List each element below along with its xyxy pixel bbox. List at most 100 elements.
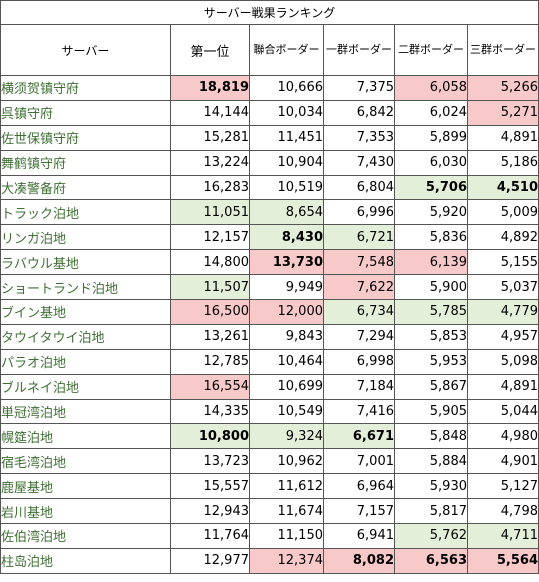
- server-name-cell: リンガ泊地: [0, 224, 171, 251]
- group3-border-cell: 5,009: [467, 199, 539, 226]
- group3-border-cell: 4,957: [467, 323, 539, 350]
- server-name-cell: 幌筵泊地: [0, 423, 171, 450]
- table-row: 呉镇守府 14,144 10,034 6,842 6,024 5,271: [0, 99, 539, 126]
- group2-border-cell: 5,930: [394, 473, 468, 500]
- table-row: 宿毛湾泊地 13,723 10,962 7,001 5,884 4,901: [0, 448, 539, 475]
- table-row: ブルネイ泊地 16,554 10,699 7,184 5,867 4,891: [0, 373, 539, 400]
- server-name-cell: 宿毛湾泊地: [0, 448, 171, 475]
- table-row: ショートランド泊地 11,507 9,949 7,622 5,900 5,037: [0, 274, 539, 301]
- combined-border-cell: 10,904: [249, 149, 324, 176]
- combined-border-cell: 8,430: [249, 224, 324, 251]
- table-row: パラオ泊地 12,785 10,464 6,998 5,953 5,098: [0, 348, 539, 375]
- combined-border-cell: 10,699: [249, 373, 324, 400]
- group2-border-cell: 6,139: [394, 249, 468, 276]
- server-name-cell: トラック泊地: [0, 199, 171, 226]
- group3-border-cell: 5,266: [467, 75, 539, 101]
- group3-border-cell: 4,892: [467, 224, 539, 251]
- group2-border-cell: 5,762: [394, 523, 468, 549]
- group1-border-cell: 7,430: [323, 149, 395, 176]
- group1-border-cell: 6,671: [323, 423, 395, 450]
- group1-border-cell: 7,184: [323, 373, 395, 400]
- first-place-cell: 12,157: [170, 224, 250, 251]
- group1-border-cell: 7,294: [323, 323, 395, 350]
- combined-border-cell: 13,730: [249, 249, 324, 276]
- group2-border-cell: 6,030: [394, 149, 468, 176]
- group3-border-cell: 5,564: [467, 547, 539, 574]
- table-row: トラック泊地 11,051 8,654 6,996 5,920 5,009: [0, 199, 539, 226]
- group1-border-cell: 7,353: [323, 124, 395, 151]
- first-place-cell: 11,764: [170, 523, 250, 549]
- first-place-cell: 16,283: [170, 174, 250, 201]
- first-place-cell: 14,144: [170, 99, 250, 126]
- group2-border-cell: 5,953: [394, 348, 468, 375]
- group3-border-cell: 5,271: [467, 99, 539, 126]
- first-place-cell: 11,507: [170, 274, 250, 301]
- table-row: 柱岛泊地 12,977 12,374 8,082 6,563 5,564: [0, 547, 539, 574]
- group2-border-cell: 5,899: [394, 124, 468, 151]
- group3-border-cell: 5,044: [467, 398, 539, 425]
- server-name-cell: 呉镇守府: [0, 99, 171, 126]
- combined-border-cell: 12,000: [249, 299, 324, 325]
- server-name-cell: 佐伯湾泊地: [0, 523, 171, 549]
- group3-border-cell: 5,155: [467, 249, 539, 276]
- group3-border-cell: 5,037: [467, 274, 539, 301]
- table-row: 幌筵泊地 10,800 9,324 6,671 5,848 4,980: [0, 423, 539, 450]
- group1-border-cell: 7,416: [323, 398, 395, 425]
- group2-border-cell: 5,848: [394, 423, 468, 450]
- group1-border-cell: 6,842: [323, 99, 395, 126]
- group2-border-cell: 5,836: [394, 224, 468, 251]
- server-name-cell: ブルネイ泊地: [0, 373, 171, 400]
- table-row: 舞鹤镇守府 13,224 10,904 7,430 6,030 5,186: [0, 149, 539, 176]
- combined-border-cell: 11,674: [249, 498, 324, 525]
- combined-border-cell: 9,843: [249, 323, 324, 350]
- header-server: サーバー: [0, 24, 171, 76]
- table-row: リンガ泊地 12,157 8,430 6,721 5,836 4,892: [0, 224, 539, 251]
- server-name-cell: タウイタウイ泊地: [0, 323, 171, 350]
- group3-border-cell: 5,186: [467, 149, 539, 176]
- group2-border-cell: 5,905: [394, 398, 468, 425]
- first-place-cell: 18,819: [170, 75, 250, 101]
- first-place-cell: 12,943: [170, 498, 250, 525]
- group3-border-cell: 4,711: [467, 523, 539, 549]
- combined-border-cell: 11,612: [249, 473, 324, 500]
- group3-border-cell: 4,891: [467, 373, 539, 400]
- group1-border-cell: 6,996: [323, 199, 395, 226]
- group1-border-cell: 6,804: [323, 174, 395, 201]
- first-place-cell: 15,557: [170, 473, 250, 500]
- combined-border-cell: 11,451: [249, 124, 324, 151]
- group2-border-cell: 5,706: [394, 174, 468, 201]
- server-name-cell: パラオ泊地: [0, 348, 171, 375]
- combined-border-cell: 10,962: [249, 448, 324, 475]
- group3-border-cell: 4,980: [467, 423, 539, 450]
- header-group2-border: 二群ボーダー: [394, 24, 468, 76]
- group1-border-cell: 6,734: [323, 299, 395, 325]
- group1-border-cell: 7,548: [323, 249, 395, 276]
- combined-border-cell: 11,150: [249, 523, 324, 549]
- group2-border-cell: 5,867: [394, 373, 468, 400]
- combined-border-cell: 12,374: [249, 547, 324, 574]
- first-place-cell: 16,500: [170, 299, 250, 325]
- group3-border-cell: 4,510: [467, 174, 539, 201]
- group2-border-cell: 5,920: [394, 199, 468, 226]
- combined-border-cell: 10,519: [249, 174, 324, 201]
- server-name-cell: 岩川基地: [0, 498, 171, 525]
- first-place-cell: 14,800: [170, 249, 250, 276]
- server-name-cell: 単冠湾泊地: [0, 398, 171, 425]
- group1-border-cell: 7,001: [323, 448, 395, 475]
- server-name-cell: ショートランド泊地: [0, 274, 171, 301]
- server-name-cell: ラバウル基地: [0, 249, 171, 276]
- first-place-cell: 14,335: [170, 398, 250, 425]
- group2-border-cell: 6,024: [394, 99, 468, 126]
- table-row: 単冠湾泊地 14,335 10,549 7,416 5,905 5,044: [0, 398, 539, 425]
- combined-border-cell: 10,549: [249, 398, 324, 425]
- first-place-cell: 16,554: [170, 373, 250, 400]
- combined-border-cell: 9,949: [249, 274, 324, 301]
- table-row: タウイタウイ泊地 13,261 9,843 7,294 5,853 4,957: [0, 323, 539, 350]
- group1-border-cell: 6,964: [323, 473, 395, 500]
- group2-border-cell: 6,058: [394, 75, 468, 101]
- combined-border-cell: 8,654: [249, 199, 324, 226]
- first-place-cell: 12,785: [170, 348, 250, 375]
- first-place-cell: 13,224: [170, 149, 250, 176]
- group2-border-cell: 5,900: [394, 274, 468, 301]
